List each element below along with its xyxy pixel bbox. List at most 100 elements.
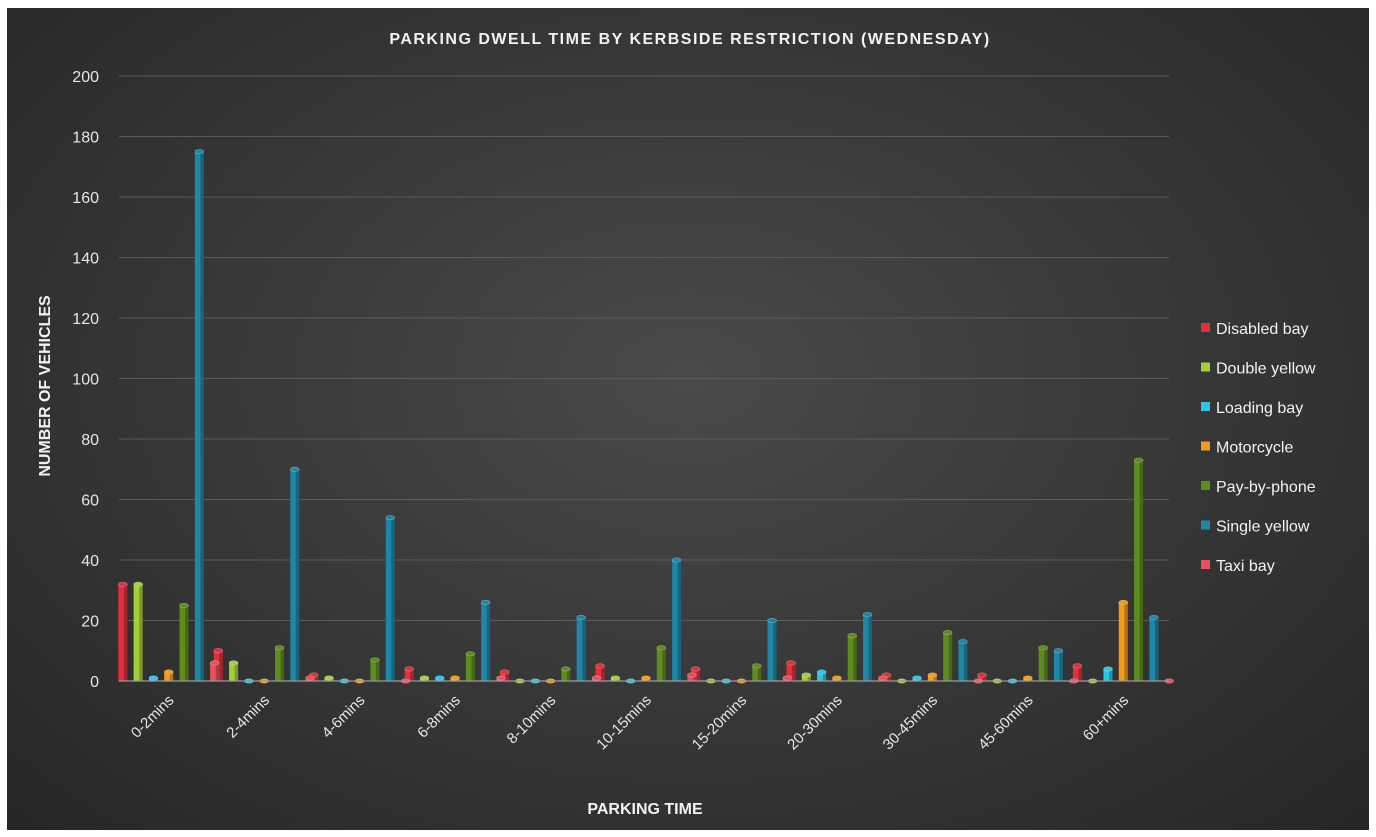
bar — [434, 675, 445, 681]
y-tick-label: 40 — [81, 553, 99, 570]
bar — [118, 581, 128, 681]
bar — [751, 663, 762, 681]
x-axis-title: PARKING TIME — [587, 801, 703, 818]
bar-shade — [792, 662, 796, 681]
bar-top — [816, 669, 827, 675]
bar-body — [229, 662, 239, 681]
bar-top — [1038, 645, 1048, 651]
bar-shade — [410, 668, 414, 681]
x-tick-label: 4-6mins — [319, 692, 369, 742]
bar-body — [385, 517, 395, 681]
bar-shade — [169, 671, 174, 681]
y-tick-label: 60 — [81, 493, 99, 510]
bar — [385, 515, 396, 681]
bar-top — [912, 675, 922, 681]
bar-top — [751, 663, 762, 669]
legend-swatch — [1201, 520, 1210, 530]
bar-body — [1103, 668, 1113, 681]
bar-body — [927, 674, 937, 681]
bar — [656, 645, 667, 681]
bar — [687, 672, 697, 681]
legend-label: Loading bay — [1216, 400, 1303, 417]
bar-top — [465, 651, 476, 657]
bar — [1133, 457, 1144, 681]
bar-top — [1133, 457, 1144, 463]
legend-label: Double yellow — [1216, 361, 1316, 378]
bar-top — [927, 672, 938, 678]
bar-shade — [471, 653, 475, 681]
bar — [595, 663, 605, 681]
bar-top — [499, 669, 510, 675]
bar-top — [289, 466, 300, 472]
y-tick-label: 140 — [72, 251, 99, 268]
bar-shade — [566, 668, 571, 681]
x-tick-label: 0-2mins — [128, 692, 178, 742]
bar — [1118, 599, 1129, 681]
bar-top — [305, 675, 315, 681]
bar-body — [943, 632, 953, 681]
bar — [274, 645, 285, 681]
bar-shade — [391, 517, 395, 681]
bar — [782, 675, 793, 681]
y-tick-label: 160 — [72, 190, 99, 207]
bar — [801, 672, 812, 681]
bar — [1103, 666, 1113, 681]
bar-top — [847, 633, 858, 639]
legend-item: Single yellow — [1201, 519, 1310, 536]
x-tick-label: 30-45mins — [880, 692, 942, 754]
bar-shade — [139, 584, 143, 681]
bar-shade — [807, 674, 811, 681]
x-tick-label: 10-15mins — [593, 692, 655, 754]
bar-body — [1053, 650, 1063, 681]
bar-body — [404, 668, 414, 681]
bar-top — [419, 675, 430, 681]
bar-body — [672, 560, 682, 681]
bar-body — [210, 662, 220, 681]
y-tick-label: 100 — [72, 372, 99, 389]
bar-body — [481, 602, 491, 681]
y-axis-ticks: 0 20 40 60 80 100 120 140 160 180 200 — [72, 69, 99, 691]
bar — [767, 617, 777, 681]
bar — [499, 669, 510, 681]
bar-chart: PARKING DWELL TIME BY KERBSIDE RESTRICTI… — [37, 31, 1316, 818]
bar-top — [194, 149, 205, 155]
bar-shade — [1044, 647, 1048, 681]
bar-shade — [1078, 665, 1082, 681]
bar — [163, 669, 174, 681]
bar — [786, 660, 796, 681]
bar-top — [671, 557, 682, 563]
bar — [404, 666, 414, 681]
bar-shade — [314, 674, 319, 681]
bar-top — [228, 660, 239, 666]
bar-top — [641, 675, 651, 681]
bar-top — [1023, 675, 1033, 681]
y-tick-label: 180 — [72, 130, 99, 147]
bar — [133, 581, 143, 681]
legend-item: Motorcycle — [1201, 440, 1293, 457]
bar-body — [1149, 617, 1159, 681]
bar-shade — [887, 674, 891, 681]
legend-swatch — [1201, 323, 1210, 332]
bar-body — [1072, 665, 1082, 681]
bar — [289, 466, 300, 681]
legend-swatch — [1201, 362, 1210, 372]
bar-top — [163, 669, 174, 675]
legend-label: Disabled bay — [1216, 321, 1309, 338]
bar — [878, 675, 888, 681]
bar-shade — [868, 614, 873, 681]
legend-swatch — [1201, 402, 1210, 411]
bar-shade — [1154, 617, 1159, 681]
bar-top — [118, 581, 128, 587]
bar-shade — [280, 647, 284, 681]
bar-top — [801, 672, 812, 678]
legend-label: Pay-by-phone — [1216, 479, 1316, 496]
bar-top — [1072, 663, 1083, 669]
bar — [561, 666, 571, 681]
bar-shade — [1059, 650, 1063, 681]
bar — [576, 614, 586, 681]
bar-body — [656, 647, 666, 681]
bar-body — [1038, 647, 1048, 681]
bar-shade — [1139, 460, 1144, 681]
legend-item: Pay-by-phone — [1201, 479, 1316, 496]
legend-item: Taxi bay — [1201, 558, 1275, 575]
